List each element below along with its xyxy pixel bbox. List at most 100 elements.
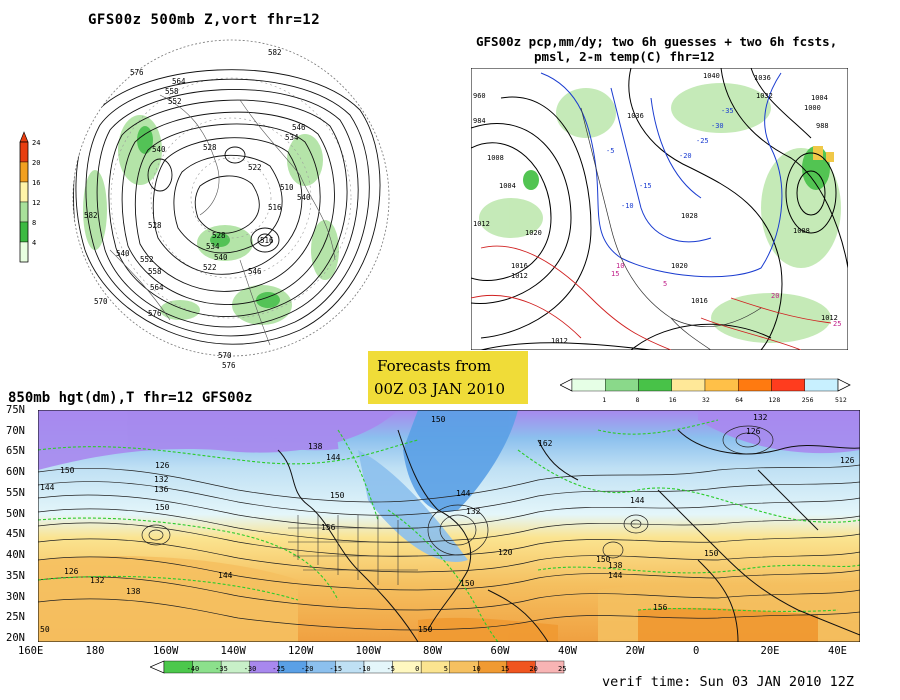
vorticity-colorbar-swatch xyxy=(19,201,29,223)
latitude-label: 25N xyxy=(6,611,25,624)
contour-label: 576 xyxy=(130,68,144,77)
contour-label: 540 xyxy=(152,145,166,154)
contour-label: 582 xyxy=(268,48,282,57)
contour-label: 546 xyxy=(248,267,262,276)
temperature-colorbar-label: -15 xyxy=(329,665,342,673)
vorticity-colorbar-swatch xyxy=(19,221,29,243)
precip-colorbar: 1 8 16 32 64 128 256 512 xyxy=(560,378,851,404)
contour-label: 15 xyxy=(611,270,619,278)
contour-label: -20 xyxy=(679,152,692,160)
temperature-colorbar-swatch xyxy=(535,660,565,674)
longitude-label: 140W xyxy=(220,645,246,657)
precip-colorbar-label: 16 xyxy=(669,396,677,404)
contour-label: 126 xyxy=(840,456,855,465)
contour-label: 570 xyxy=(94,297,108,306)
map-850mb: 150 138 144 150 126 132 136 144 150 150 … xyxy=(38,410,860,642)
contour-label: 162 xyxy=(538,439,553,448)
contour-label: 1012 xyxy=(551,337,568,345)
longitude-label: 120W xyxy=(288,645,314,657)
contour-label: 150 xyxy=(60,466,75,475)
contour-label: 528 xyxy=(203,143,217,152)
precip-colorbar-swatch xyxy=(804,378,839,392)
contour-label: 1012 xyxy=(511,272,528,280)
precip-colorbar-label: 8 xyxy=(636,396,640,404)
temperature-colorbar: -40 -35 -30 -25 -20 -15 -10 -5 0 5 10 15 20 25 xyxy=(150,660,566,674)
latitude-label: 65N xyxy=(6,445,25,458)
contour-label: 1040 xyxy=(703,72,720,80)
contour-label: 1004 xyxy=(499,182,516,190)
contour-label: 1020 xyxy=(671,262,688,270)
precip-colorbar-swatch xyxy=(738,378,772,392)
contour-label: 528 xyxy=(148,221,162,230)
contour-label: 522 xyxy=(203,263,217,272)
contour-label: 540 xyxy=(297,193,311,202)
contour-label: 522 xyxy=(248,163,262,172)
latitude-label: 35N xyxy=(6,569,25,582)
precip-colorbar-swatch xyxy=(605,378,639,392)
contour-label: 138 xyxy=(608,561,623,570)
contour-label: 1004 xyxy=(811,94,828,102)
contour-label: 138 xyxy=(126,587,141,596)
longitude-label: 60W xyxy=(490,645,510,657)
contour-label: 546 xyxy=(292,123,306,132)
temperature-colorbar-label: 20 xyxy=(529,665,537,673)
contour-label: 20 xyxy=(771,292,779,300)
vorticity-colorbar-swatch xyxy=(19,241,29,263)
vorticity-colorbar xyxy=(19,131,29,263)
contour-label: 136 xyxy=(154,485,169,494)
latitude-label: 60N xyxy=(6,466,25,479)
latitude-label: 40N xyxy=(6,549,25,562)
contour-label: 1036 xyxy=(627,112,644,120)
panel-500mb-title: GFS00z 500mb Z,vort fhr=12 xyxy=(88,12,321,28)
contour-label: 1012 xyxy=(821,314,838,322)
contour-label: 144 xyxy=(218,571,233,580)
contour-label: 582 xyxy=(84,211,98,220)
panel-pcp-title-line1: GFS00z pcp,mm/dy; two 6h guesses + two 6… xyxy=(476,34,838,49)
longitude-label: 40W xyxy=(558,645,577,657)
contour-label: 5 xyxy=(663,280,667,288)
temperature-colorbar-label: 0 xyxy=(415,665,419,673)
panel-pcp-title-line2: pmsl, 2-m temp(C) fhr=12 xyxy=(534,49,715,64)
polar-map-boundary xyxy=(72,39,390,357)
longitude-label: 0 xyxy=(693,645,700,657)
contour-label: 576 xyxy=(148,309,162,318)
longitude-label: 160W xyxy=(153,645,179,657)
temperature-colorbar-label: 15 xyxy=(501,665,509,673)
vorticity-colorbar-label: 24 xyxy=(32,139,41,147)
contour-label: 132 xyxy=(466,507,481,516)
contour-label: 144 xyxy=(608,571,623,580)
contour-label: 25 xyxy=(833,320,841,328)
forecast-box-line1: Forecasts from xyxy=(377,357,492,375)
contour-label: 144 xyxy=(40,483,55,492)
contour-label: 570 xyxy=(218,351,232,360)
contour-label: 516 xyxy=(260,236,274,245)
contour-label: 132 xyxy=(753,413,768,422)
contour-label: -35 xyxy=(721,107,734,115)
vorticity-colorbar-swatch xyxy=(19,181,29,203)
latitude-label: 20N xyxy=(6,632,25,644)
contour-label: 558 xyxy=(165,87,179,96)
vorticity-colorbar-label: 8 xyxy=(32,219,37,227)
contour-label: 10 xyxy=(616,262,624,270)
contour-label: 1036 xyxy=(754,74,771,82)
contour-label: -10 xyxy=(621,202,634,210)
polar-500mb-map: 582 576 564 558 552 546 540 528 534 540 … xyxy=(72,39,390,370)
precip-colorbar-label: 128 xyxy=(769,396,781,404)
temperature-colorbar-label: -25 xyxy=(272,665,285,673)
precip-colorbar-swatch xyxy=(638,378,672,392)
contour-label: 150 xyxy=(596,555,611,564)
temperature-colorbar-label: -40 xyxy=(187,665,200,673)
contour-label: 126 xyxy=(746,427,761,436)
longitude-label: 80W xyxy=(423,645,442,657)
contour-label: 132 xyxy=(154,475,169,484)
contour-label: 150 xyxy=(155,503,170,512)
contour-label: 528 xyxy=(212,231,226,240)
contour-label: -30 xyxy=(711,122,724,130)
contour-label: 960 xyxy=(473,92,486,100)
contour-label: 144 xyxy=(326,453,341,462)
contour-label: 150 xyxy=(431,415,446,424)
latitude-label: 55N xyxy=(6,486,25,499)
contour-label: -5 xyxy=(606,147,614,155)
vorticity-colorbar-swatch xyxy=(19,161,29,183)
latitude-label: 50N xyxy=(6,507,25,520)
